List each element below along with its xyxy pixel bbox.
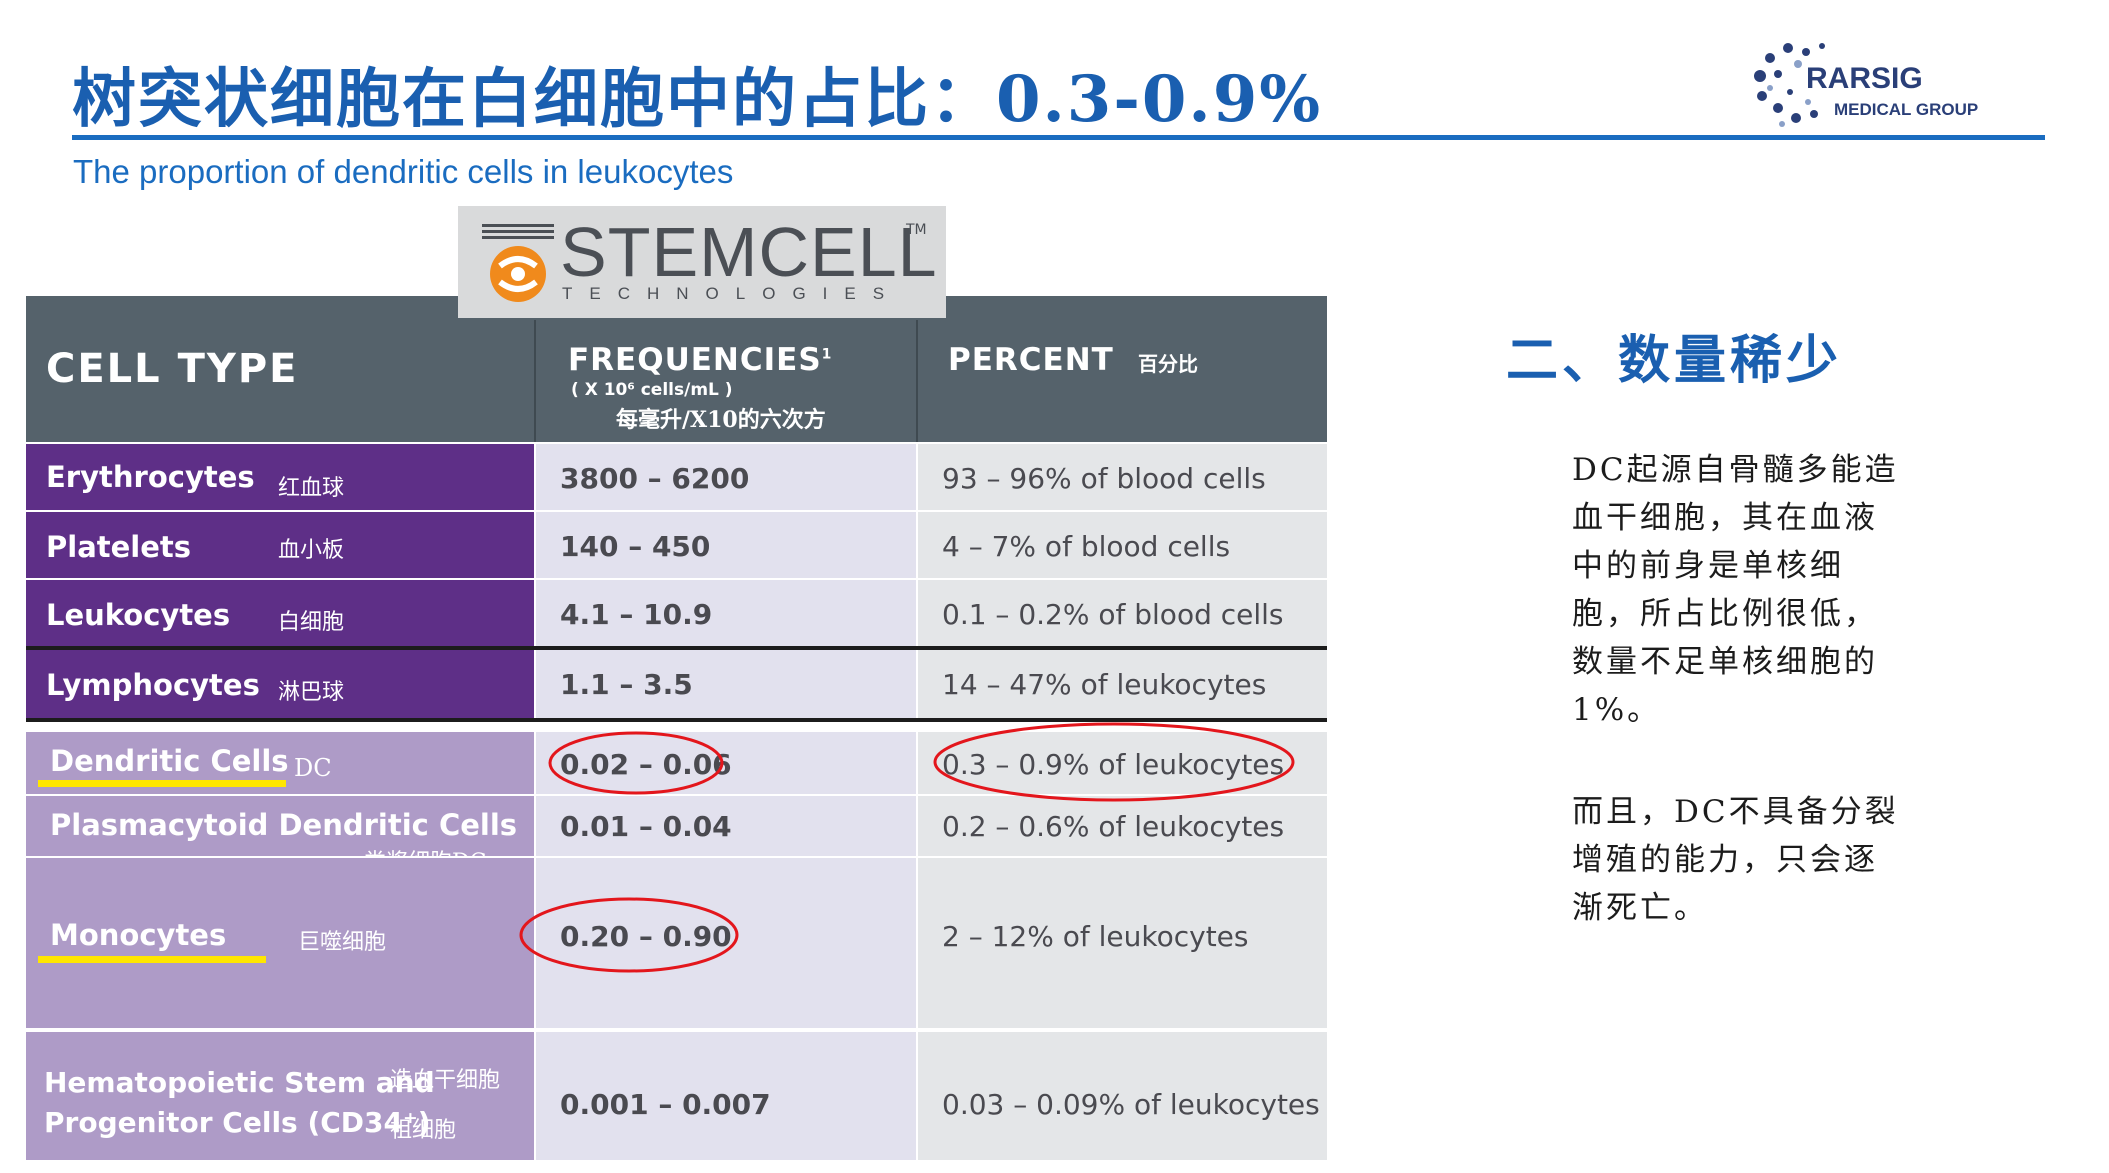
cell-type-cn: 淋巴球: [278, 680, 345, 705]
rarsig-logo: RARSIG MEDICAL GROUP: [1748, 36, 2008, 136]
rarsig-name: RARSIG: [1806, 62, 1923, 95]
cell-type-cn: 血小板: [278, 538, 345, 563]
percent-value: 14 – 47% of leukocytes: [942, 668, 1267, 701]
header-frequencies-label: FREQUENCIES: [568, 342, 822, 378]
cell-type-cn: 红血球: [278, 476, 345, 501]
header-frequencies-note: 每毫升/X10的六次方: [616, 407, 826, 433]
cell-type-cn: 造血干细胞: [390, 1068, 501, 1093]
paragraph-origin: DC起源自骨髓多能造血干细胞，其在血液中的前身是单核细胞，所占比例很低，数量不足…: [1572, 452, 1899, 728]
percent-value: 93 – 96% of blood cells: [942, 462, 1266, 495]
red-circle-dc-frequency: [548, 731, 724, 795]
cell-type-name: Dendritic Cells: [50, 744, 289, 778]
molecule-icon: [1754, 43, 1825, 127]
header-percent-note: 百分比: [1138, 352, 1198, 376]
page-title: 树突状细胞在白细胞中的占比：0.3-0.9%: [72, 62, 1323, 137]
percent-value: 2 – 12% of leukocytes: [942, 920, 1249, 953]
percent-value: 0.03 – 0.09% of leukocytes: [942, 1088, 1320, 1121]
header-frequencies-unit: ( X 10⁶ cells/mL ): [571, 380, 733, 400]
row-divider: [26, 1028, 1327, 1032]
cell-type-cn: DC: [294, 754, 332, 782]
cell-type-cn: 白细胞: [278, 610, 345, 635]
percent-value: 0.3 – 0.9% of leukocytes: [942, 748, 1285, 781]
yellow-underline: [38, 956, 266, 963]
table-row: Plasmacytoid Dendritic Cells 类浆细胞DC 0.01…: [26, 796, 1327, 875]
header-divider: [534, 320, 536, 442]
cell-type-cn: 祖细胞: [390, 1118, 457, 1143]
header-divider: [916, 320, 918, 442]
percent-value: 0.1 – 0.2% of blood cells: [942, 598, 1284, 631]
table-row: Erythrocytes 红血球 3800 – 6200 93 – 96% of …: [26, 444, 1327, 510]
row-divider: [26, 646, 1327, 650]
row-divider: [26, 794, 1327, 796]
table-row: Leukocytes 白细胞 4.1 – 10.9 0.1 – 0.2% of b…: [26, 580, 1327, 646]
percent-value: 4 – 7% of blood cells: [942, 530, 1231, 563]
table-header: CELL TYPE FREQUENCIES1 ( X 10⁶ cells/mL …: [26, 296, 1327, 442]
rarsig-sub: MEDICAL GROUP: [1834, 100, 1979, 119]
stemcell-word: STEMCELL: [560, 213, 938, 291]
frequency-value: 3800 – 6200: [560, 462, 750, 495]
table-row: Dendritic Cells DC 0.02 – 0.06 0.3 – 0.9…: [26, 732, 1327, 794]
frequency-value: 0.01 – 0.04: [560, 810, 732, 843]
header-cell-type: CELL TYPE: [46, 346, 299, 392]
stemcell-logo: STEMCELL TM TECHNOLOGIES: [458, 206, 946, 318]
cell-type-name-line1: Hematopoietic Stem and: [44, 1066, 435, 1099]
cell-type-name: Monocytes: [50, 918, 227, 952]
row-divider: [26, 718, 1327, 722]
row-divider: [26, 856, 1327, 858]
section-heading: 二、数量稀少: [1506, 330, 1843, 391]
header-frequencies-sup: 1: [821, 346, 833, 363]
table-row: Platelets 血小板 140 – 450 4 – 7% of blood c…: [26, 512, 1327, 578]
table-row: Hematopoietic Stem and Progenitor Cells …: [26, 1032, 1327, 1160]
red-circle-dc-percent: [933, 722, 1295, 802]
frequency-value: 0.001 – 0.007: [560, 1088, 771, 1121]
highlight-circles: [519, 722, 1295, 973]
page-subtitle: The proportion of dendritic cells in leu…: [73, 153, 734, 190]
table-row: Monocytes 巨噬细胞 0.20 – 0.90 2 – 12% of le…: [26, 858, 1327, 1028]
frequency-value: 0.20 – 0.90: [560, 920, 732, 953]
title-rule: [72, 135, 2045, 140]
frequency-value: 4.1 – 10.9: [560, 598, 713, 631]
cell-type-name: Platelets: [46, 530, 192, 564]
header-percent: PERCENT: [948, 342, 1114, 378]
row-gap: [26, 722, 1327, 732]
cell-type-name: Leukocytes: [46, 598, 231, 632]
table-row: Lymphocytes 淋巴球 1.1 – 3.5 14 – 47% of leu…: [26, 650, 1327, 718]
percent-value: 0.2 – 0.6% of leukocytes: [942, 810, 1285, 843]
cell-frequency-table: CELL TYPE FREQUENCIES1 ( X 10⁶ cells/mL …: [26, 296, 1327, 1170]
cell-type-cn: 巨噬细胞: [298, 930, 387, 955]
frequency-value: 0.02 – 0.06: [560, 748, 732, 781]
frequency-value: 140 – 450: [560, 530, 711, 563]
cell-type-name: Lymphocytes: [46, 668, 260, 702]
row-divider: [26, 578, 1327, 580]
cell-type-name-line2: Progenitor Cells (CD34⁺): [44, 1106, 431, 1139]
stemcell-tagline: TECHNOLOGIES: [562, 284, 902, 303]
stemcell-emblem-icon: [482, 224, 554, 302]
stemcell-tm: TM: [906, 222, 927, 238]
yellow-underline: [38, 780, 286, 787]
red-circle-monocyte-frequency: [519, 897, 739, 973]
paragraph-lifespan: 而且，DC不具备分裂增殖的能力，只会逐渐死亡。: [1572, 794, 1899, 926]
cell-type-name: Erythrocytes: [46, 460, 255, 494]
cell-type-name: Plasmacytoid Dendritic Cells: [50, 808, 518, 842]
header-frequencies: FREQUENCIES1: [568, 342, 832, 378]
row-divider: [26, 510, 1327, 512]
frequency-value: 1.1 – 3.5: [560, 668, 693, 701]
